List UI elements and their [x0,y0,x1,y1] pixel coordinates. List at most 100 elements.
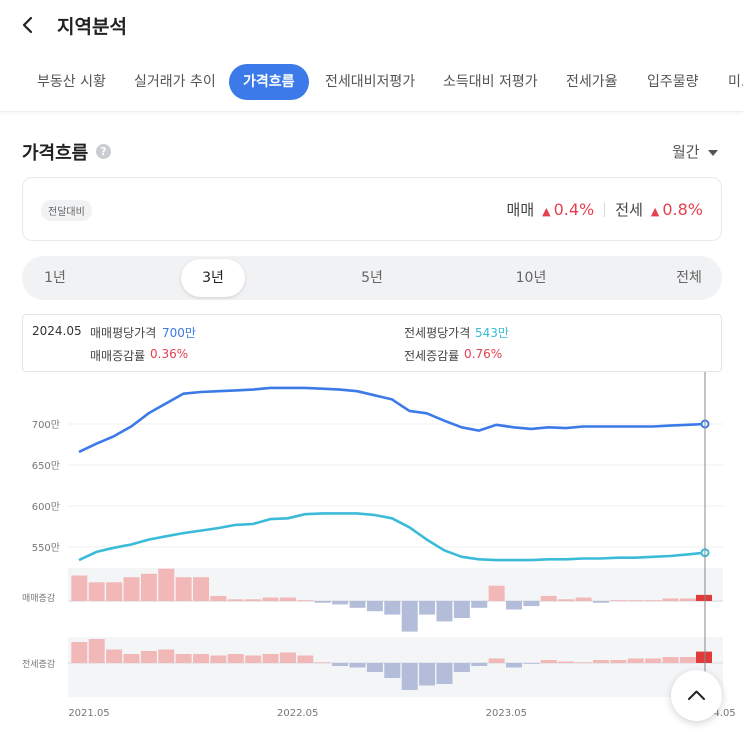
jeonse-rate-bar [662,657,679,663]
y-tick-label: 550만 [32,542,60,554]
sale-rate-bar [610,600,627,601]
jeonse-rate-bar [453,663,470,672]
tab-jeonse-ratio[interactable]: 전세가율 [566,74,618,90]
divider [604,202,606,217]
up-triangle-icon: ▲ [542,205,551,218]
y-tick-label: 650만 [32,460,60,472]
sale-label: 매매 [506,201,535,219]
sale-rate-bar [523,601,540,607]
tab-price-flow[interactable]: 가격흐름 [229,64,309,100]
sale-rate-bar [262,597,279,601]
up-triangle-icon: ▲ [650,205,660,218]
jeonse-rate-bar [88,639,105,663]
jeonse-rate-bar [523,663,540,664]
sale-rate-bar [349,601,366,608]
sale-rate-bar [592,601,609,603]
jeonse-rate-bar [436,663,453,684]
y-axis: 700만 650만 600만 550만 [32,419,723,554]
sale-rate-bar [679,598,696,601]
compare-badge: 전달대비 [41,200,92,221]
jeonse-rate-bar [245,655,262,663]
jeonse-rate-bar [279,652,296,663]
sale-rate-bar [71,575,88,601]
sale-rate-bar [471,601,488,608]
price-lines [78,386,710,562]
jeonse-rate-bar [696,651,712,663]
jeonse-rate-bar [610,660,627,663]
jeonse-rate-bar [592,660,609,663]
sale-rate-bar [401,601,418,632]
sale-rate-bar [696,594,712,601]
tab-income-undervalued[interactable]: 소득대비 저평가 [443,74,538,90]
sale-rate-bar [245,599,262,601]
jeonse-rate-bar [106,649,123,663]
sale-rate-bar [123,577,140,601]
jeonse-rate-bar [401,663,418,690]
sale-rate-bar [627,600,644,601]
jeonse-rate-bar [540,660,557,663]
jeonse-rate-axis-label: 전세증감 [22,658,55,670]
tab-more[interactable]: 미... [728,74,743,90]
sale-rate-bar [558,599,575,601]
jeonse-rate-bar [419,663,436,686]
month-compare-card: 전달대비 매매 ▲ 0.4% 전세 ▲ 0.8% [22,177,722,241]
jeonse-rate-bar [471,663,488,666]
caret-down-icon [708,149,719,156]
sale-rate-bar [384,601,401,615]
sale-rate-bar [106,582,123,601]
jeonse-rate-bar [227,654,244,663]
price-flow-chart: 매매증감 전세증감 700만 650만 600만 550만 2021.05 2022.0… [22,372,736,719]
question-circle-icon[interactable]: ? [96,144,111,159]
sale-rate-bar [419,601,436,615]
jeonse-rate-bar [558,661,575,663]
sale-rate-bar [227,599,244,601]
chevron-left-icon[interactable] [18,12,38,38]
sale-rate-bar [332,601,349,605]
tab-supply-volume[interactable]: 입주물량 [647,74,699,90]
jeonse-rate-bar [366,663,383,672]
tooltip-jeonse-price-value: 543만 [475,326,509,340]
jeonse-rate-bar [158,649,175,663]
jeonse-rate-bar [71,642,88,663]
page-title: 지역분석 [57,16,127,38]
range-10y[interactable]: 10년 [515,270,547,286]
sale-rate-bar [210,595,227,601]
x-tick-label: 2024.05 [694,708,735,719]
y-tick-label: 700만 [32,419,60,431]
jeonse-rate-bar [575,662,592,664]
sale-rate-bar [453,601,470,618]
range-all[interactable]: 전체 [676,270,702,286]
period-label: 월간 [672,143,700,161]
y-tick-label: 600만 [32,501,60,513]
sale-price-line [78,386,706,454]
section-title: 가격흐름 [22,143,89,164]
jeonse-rate-bar [627,658,644,663]
sale-rate-bar [88,582,105,601]
tooltip-jeonse-rate-value: 0.76% [464,347,503,361]
rate-bars [71,568,712,690]
sale-rate-bar [175,577,192,601]
tab-bar: 부동산 시황 실거래가 추이 가격흐름 전세대비저평가 소득대비 저평가 전세가… [0,52,743,112]
jeonse-rate-bar [297,655,314,663]
range-3y[interactable]: 3년 [181,259,245,297]
sale-rate-bar [488,585,505,601]
chevron-up-icon [688,690,705,700]
chart-tooltip: 2024.05 매매평당가격 700만 전세평당가격 543만 매매증감률 0.… [22,314,722,372]
range-1y[interactable]: 1년 [44,270,66,286]
tab-market-status[interactable]: 부동산 시황 [37,74,106,90]
jeonse-rate-bar [210,655,227,663]
jeonse-rate-bar [140,651,157,663]
tab-transaction-trend[interactable]: 실거래가 추이 [134,74,216,90]
range-5y[interactable]: 5년 [361,270,383,286]
x-tick-label: 2023.05 [486,708,527,719]
jeonse-rate-bar [332,663,349,666]
sale-rate-bar [140,573,157,601]
tooltip-sale-price-value: 700만 [162,326,196,340]
period-dropdown[interactable]: 월간 [672,141,719,162]
tab-jeonse-undervalued[interactable]: 전세대비저평가 [325,74,416,90]
scroll-top-button[interactable] [671,670,722,721]
jeonse-rate-bar [175,654,192,663]
sale-rate-bar [506,601,523,610]
jeonse-rate-bar [488,658,505,663]
sale-rate-bar [279,597,296,601]
